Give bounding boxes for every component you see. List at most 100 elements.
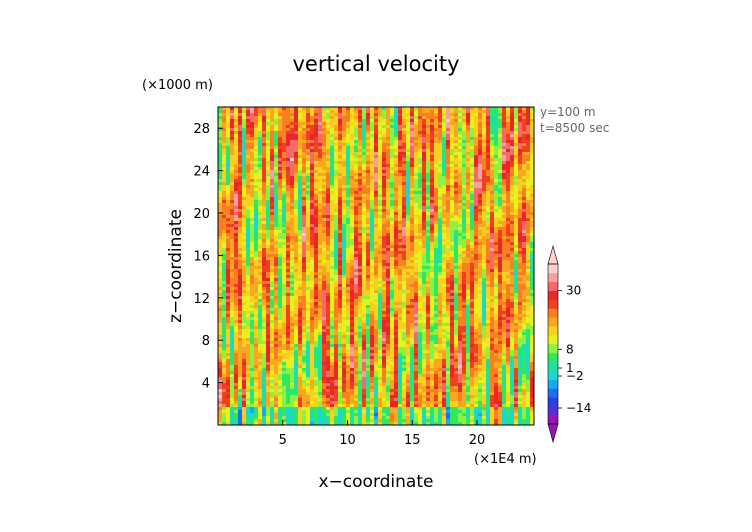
heatmap-cell: [318, 377, 323, 381]
heatmap-cell: [238, 362, 243, 366]
heatmap-cell: [266, 242, 271, 246]
heatmap-cell: [394, 131, 399, 135]
heatmap-cell: [350, 413, 355, 417]
heatmap-cell: [318, 227, 323, 231]
heatmap-cell: [342, 188, 347, 192]
heatmap-cell: [250, 251, 255, 255]
heatmap-cell: [306, 170, 311, 174]
heatmap-cell: [270, 320, 275, 324]
heatmap-cell: [338, 290, 343, 294]
heatmap-cell: [246, 242, 251, 246]
heatmap-cell: [278, 302, 283, 306]
heatmap-cell: [314, 290, 319, 294]
heatmap-cell: [242, 218, 247, 222]
heatmap-cell: [234, 158, 239, 162]
heatmap-cell: [366, 323, 371, 327]
heatmap-cell: [278, 191, 283, 195]
heatmap-cell: [294, 272, 299, 276]
heatmap-cell: [270, 338, 275, 342]
heatmap-cell: [298, 329, 303, 333]
heatmap-cell: [250, 263, 255, 267]
heatmap-cell: [314, 239, 319, 243]
heatmap-cell: [382, 389, 387, 393]
heatmap-cell: [358, 212, 363, 216]
heatmap-cell: [402, 125, 407, 129]
heatmap-cell: [378, 392, 383, 396]
heatmap-cell: [242, 200, 247, 204]
heatmap-cell: [326, 308, 331, 312]
heatmap-cell: [326, 386, 331, 390]
heatmap-cell: [258, 128, 263, 132]
heatmap-cell: [382, 269, 387, 273]
heatmap-cell: [294, 224, 299, 228]
heatmap-cell: [346, 215, 351, 219]
heatmap-cell: [306, 317, 311, 321]
heatmap-cell: [318, 338, 323, 342]
heatmap-cell: [382, 377, 387, 381]
heatmap-cell: [258, 125, 263, 129]
heatmap-cell: [322, 332, 327, 336]
heatmap-cell: [386, 140, 391, 144]
heatmap-cell: [366, 281, 371, 285]
heatmap-cell: [378, 191, 383, 195]
heatmap-cell: [402, 299, 407, 303]
heatmap-cell: [298, 206, 303, 210]
heatmap-cell: [398, 389, 403, 393]
heatmap-cell: [326, 347, 331, 351]
heatmap-cell: [406, 134, 411, 138]
heatmap-cell: [326, 344, 331, 348]
heatmap-cell: [366, 356, 371, 360]
heatmap-cell: [342, 173, 347, 177]
heatmap-cell: [286, 257, 291, 261]
heatmap-cell: [366, 353, 371, 357]
heatmap-cell: [350, 137, 355, 141]
heatmap-cell: [254, 386, 259, 390]
heatmap-cell: [262, 269, 267, 273]
heatmap-cell: [354, 359, 359, 363]
heatmap-cell: [290, 161, 295, 165]
heatmap-cell: [294, 176, 299, 180]
heatmap-cell: [350, 344, 355, 348]
heatmap-cell: [338, 269, 343, 273]
heatmap-cell: [394, 413, 399, 417]
heatmap-cell: [362, 224, 367, 228]
heatmap-cell: [306, 275, 311, 279]
heatmap-cell: [306, 383, 311, 387]
heatmap-cell: [350, 155, 355, 159]
heatmap-cell: [246, 356, 251, 360]
heatmap-cell: [258, 179, 263, 183]
heatmap-cell: [362, 209, 367, 213]
heatmap-cell: [298, 260, 303, 264]
heatmap-cell: [350, 314, 355, 318]
heatmap-cell: [226, 350, 231, 354]
heatmap-cell: [246, 203, 251, 207]
heatmap-cell: [226, 263, 231, 267]
heatmap-cell: [386, 179, 391, 183]
heatmap-cell: [270, 257, 275, 261]
heatmap-cell: [278, 233, 283, 237]
heatmap-cell: [270, 383, 275, 387]
heatmap-cell: [254, 200, 259, 204]
heatmap-cell: [302, 170, 307, 174]
heatmap-cell: [394, 146, 399, 150]
heatmap-cell: [270, 140, 275, 144]
heatmap-cell: [346, 269, 351, 273]
heatmap-cell: [378, 194, 383, 198]
heatmap-cell: [326, 398, 331, 402]
heatmap-cell: [238, 230, 243, 234]
heatmap-cell: [290, 164, 295, 168]
heatmap-cell: [314, 140, 319, 144]
heatmap-cell: [378, 419, 383, 423]
heatmap-cell: [250, 197, 255, 201]
heatmap-cell: [262, 191, 267, 195]
heatmap-cell: [314, 119, 319, 123]
heatmap-cell: [290, 251, 295, 255]
heatmap-cell: [342, 416, 347, 420]
heatmap-cell: [226, 335, 231, 339]
heatmap-cell: [394, 152, 399, 156]
heatmap-cell: [230, 251, 235, 255]
heatmap-cell: [278, 209, 283, 213]
heatmap-cell: [378, 209, 383, 213]
heatmap-cell: [354, 416, 359, 420]
heatmap-cell: [358, 260, 363, 264]
